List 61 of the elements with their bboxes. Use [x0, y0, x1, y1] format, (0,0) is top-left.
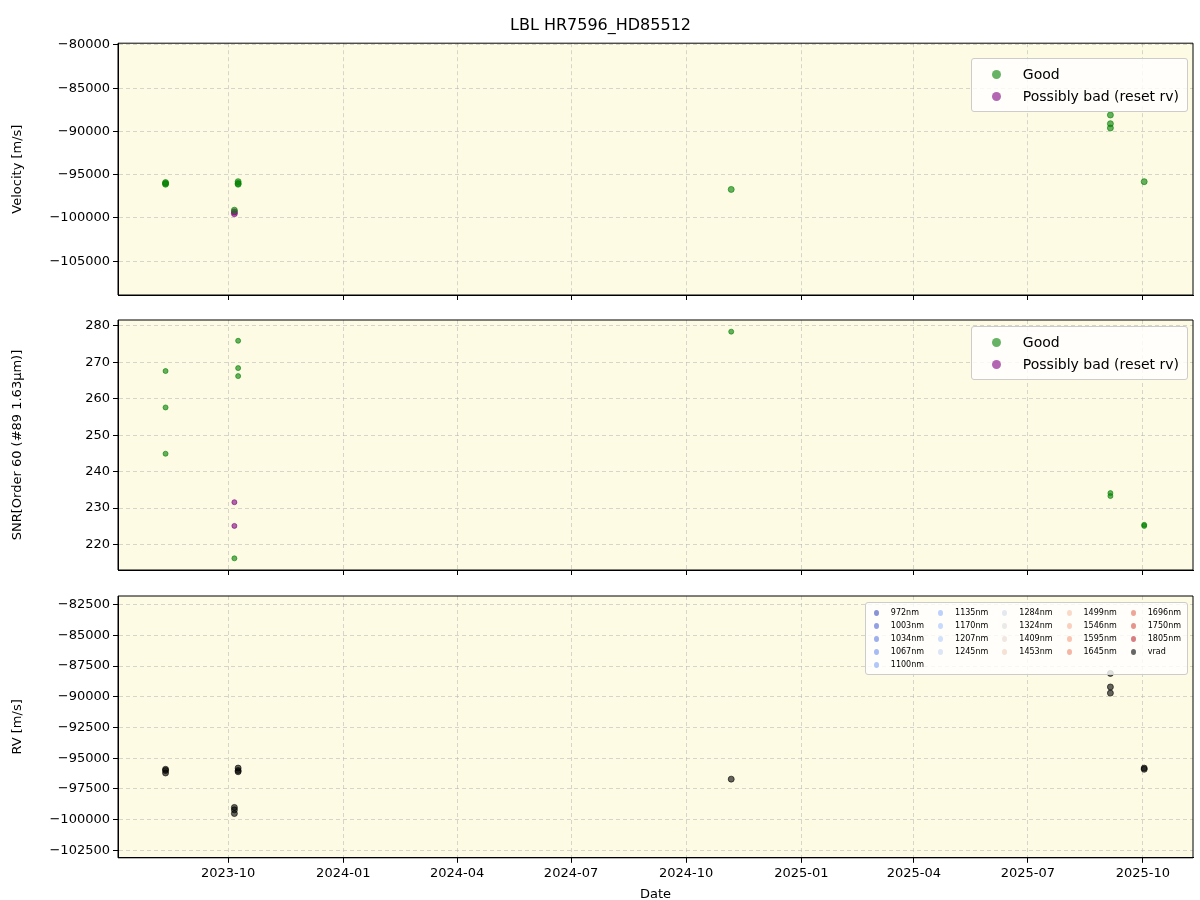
y-tick-label: 270 — [85, 353, 110, 369]
legend-label: 1546nm — [1083, 621, 1117, 630]
legend-label: 1135nm — [955, 608, 989, 617]
x-tick-label: 2024-01 — [316, 864, 371, 880]
y-tick-label: 260 — [85, 390, 110, 406]
y-tick-label: −102500 — [49, 841, 110, 857]
y-tick-label: −80000 — [57, 36, 110, 52]
x-tick-label: 2024-07 — [543, 864, 599, 880]
y-tick-label: −82500 — [57, 595, 110, 611]
legend-label: 1696nm — [1147, 608, 1181, 617]
y-tick-label: 250 — [85, 426, 110, 442]
legend-label: 1003nm — [890, 621, 925, 630]
x-tick-label: 2025-07 — [1000, 864, 1055, 880]
legend-label: 1034nm — [890, 634, 925, 643]
x-tick-label: 2024-04 — [429, 864, 485, 880]
y-tick-label: 240 — [85, 462, 110, 478]
legend-label: 1245nm — [955, 647, 989, 656]
legend-label: 1170nm — [955, 621, 989, 630]
legend-label: 1595nm — [1083, 634, 1117, 643]
x-tick-label: 2023-10 — [200, 864, 256, 880]
legend-label: 1409nm — [1019, 634, 1053, 643]
legend-label: Possibly bad (reset rv) — [1022, 88, 1179, 104]
legend-label: 1805nm — [1147, 634, 1181, 643]
legend-label: 1207nm — [955, 634, 989, 643]
legend-label: 1100nm — [890, 660, 925, 669]
x-tick-label: 2025-01 — [774, 864, 829, 880]
y-tick-label: −90000 — [57, 688, 110, 704]
x-axis-title: Date — [639, 885, 672, 900]
legend-label: 1499nm — [1083, 608, 1117, 617]
y-axis-title: RV [m/s] — [9, 699, 25, 755]
legend-label: Good — [1022, 334, 1060, 350]
legend-label: 1284nm — [1019, 608, 1053, 617]
y-tick-label: −100000 — [49, 811, 110, 827]
legend-label: 1453nm — [1019, 647, 1053, 656]
legend-label: 972nm — [890, 608, 919, 617]
legend-label: vrad — [1147, 647, 1166, 656]
x-tick-label: 2024-10 — [659, 864, 714, 880]
y-tick-label: −105000 — [49, 252, 110, 268]
y-tick-label: −85000 — [57, 626, 110, 642]
chart-title: LBL HR7596_HD85512 — [509, 14, 692, 35]
y-tick-label: −95000 — [57, 166, 110, 182]
legend-label: Possibly bad (reset rv) — [1022, 356, 1179, 372]
y-axis-title: SNR[Order 60 (#89 1.63μm)] — [9, 349, 25, 541]
y-tick-label: −92500 — [57, 718, 110, 734]
legend-label: 1645nm — [1083, 647, 1117, 656]
y-tick-label: 230 — [85, 499, 110, 515]
legend-label: Good — [1022, 66, 1060, 82]
legend-label: 1324nm — [1019, 621, 1053, 630]
y-axis-title: Velocity [m/s] — [9, 124, 25, 214]
legend-label: 1067nm — [890, 647, 925, 656]
y-tick-label: −97500 — [57, 780, 110, 796]
y-tick-label: −95000 — [57, 749, 110, 765]
x-tick-label: 2025-10 — [1115, 864, 1171, 880]
y-tick-label: −100000 — [49, 209, 110, 225]
y-tick-label: 220 — [85, 535, 110, 551]
y-tick-label: 280 — [85, 317, 110, 333]
legend-label: 1750nm — [1147, 621, 1181, 630]
x-tick-label: 2025-04 — [886, 864, 942, 880]
y-tick-label: −85000 — [57, 79, 110, 95]
y-tick-label: −90000 — [57, 122, 110, 138]
y-tick-label: −87500 — [57, 657, 110, 673]
